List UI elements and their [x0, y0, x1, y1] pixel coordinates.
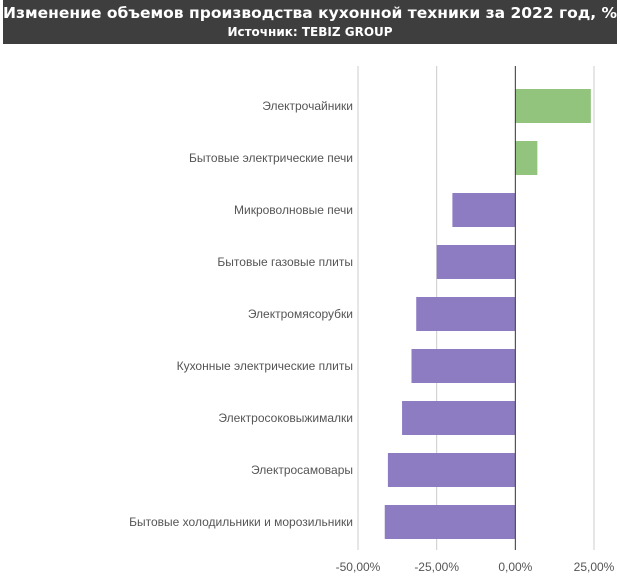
bar-4: [416, 297, 516, 331]
x-tick-label-1: -25,00%: [414, 560, 459, 574]
chart-header: Изменение объемов производства кухонной …: [3, 0, 617, 44]
category-label-3: Бытовые газовые плиты: [217, 255, 353, 269]
category-label-7: Электросамовары: [251, 463, 353, 477]
bar-1: [515, 141, 538, 175]
x-tick-label-3: 25,00%: [574, 560, 615, 574]
bar-7: [387, 453, 516, 487]
category-label-0: Электрочайники: [262, 99, 353, 113]
bar-5: [411, 349, 516, 383]
bar-3: [436, 245, 516, 279]
category-label-8: Бытовые холодильники и морозильники: [129, 515, 353, 529]
x-tick-label-2: 0,00%: [498, 560, 532, 574]
bar-6: [402, 401, 516, 435]
category-label-5: Кухонные электрические плиты: [177, 359, 353, 373]
category-label-1: Бытовые электрические печи: [189, 151, 353, 165]
bar-2: [452, 193, 516, 227]
chart-title: Изменение объемов производства кухонной …: [3, 4, 618, 22]
chart-subtitle: Источник: TEBIZ GROUP: [227, 25, 393, 39]
bar-8: [384, 505, 516, 539]
bar-0: [515, 89, 591, 123]
x-tick-label-0: -50,00%: [336, 560, 381, 574]
category-label-6: Электросоковыжималки: [218, 411, 353, 425]
category-label-2: Микроволновые печи: [234, 203, 353, 217]
category-label-4: Электромясорубки: [248, 307, 353, 321]
